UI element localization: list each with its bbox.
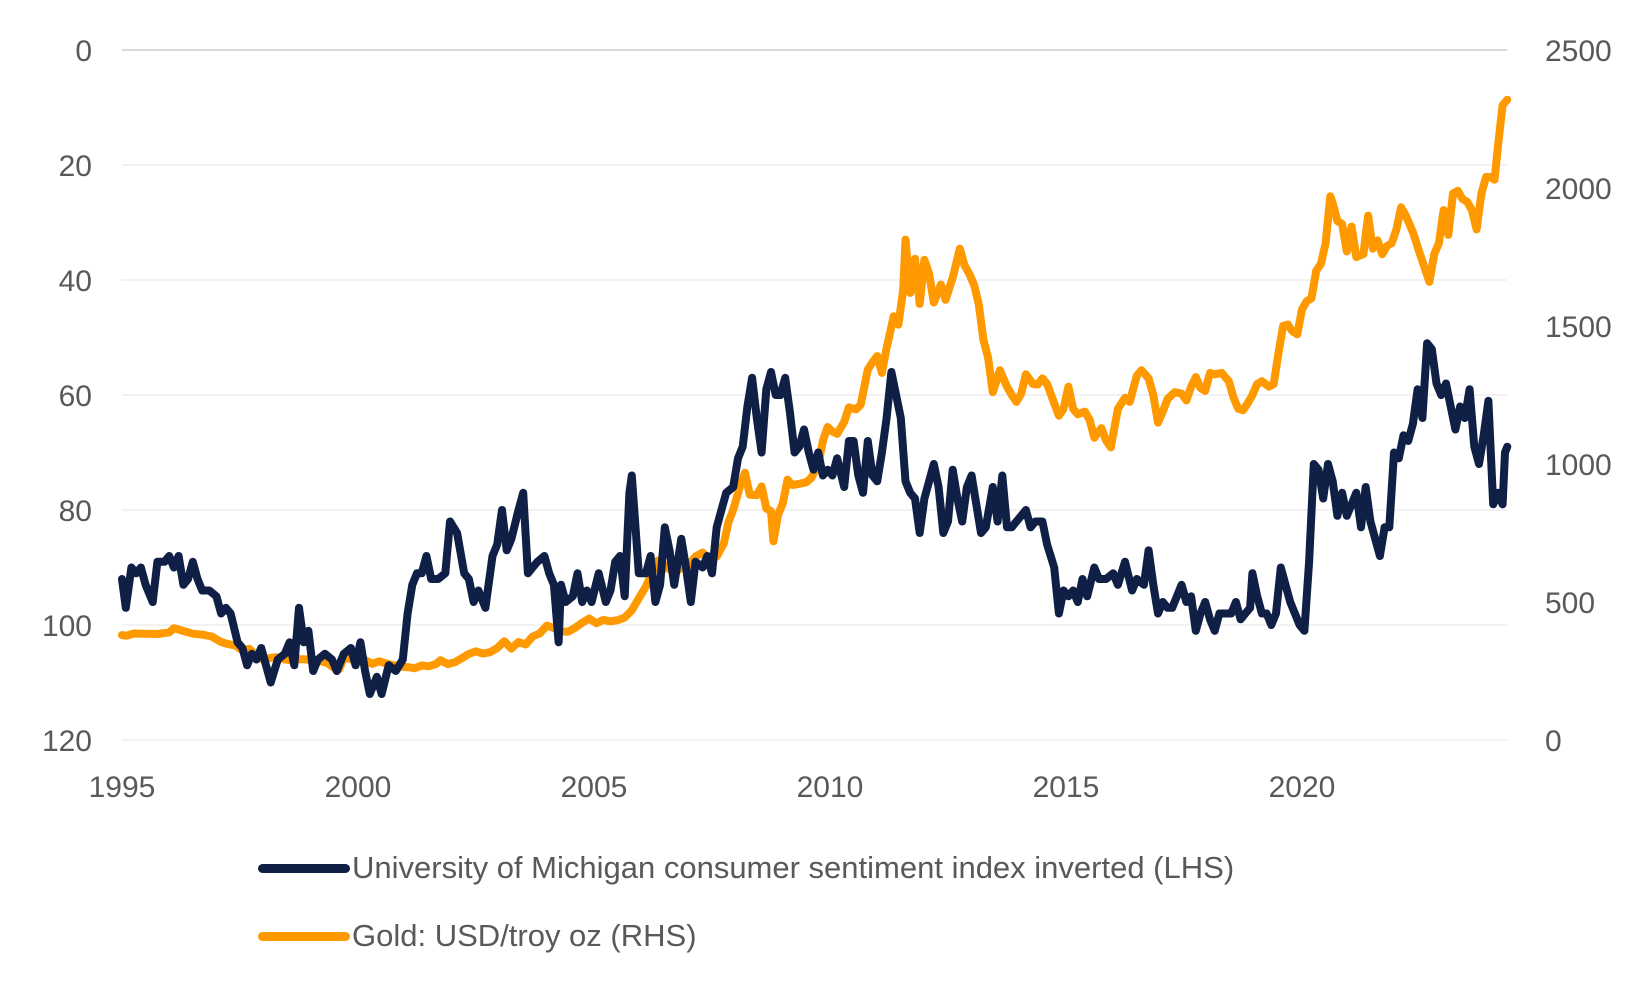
legend-item-gold: Gold: USD/troy oz (RHS) <box>258 918 697 954</box>
series-lines <box>118 95 1512 698</box>
right-tick-label: 2000 <box>1545 173 1612 206</box>
left-tick-label: 80 <box>59 495 92 528</box>
left-tick-label: 20 <box>59 150 92 183</box>
legend-label-sentiment: University of Michigan consumer sentimen… <box>352 850 1235 885</box>
x-tick-label: 2015 <box>1033 771 1100 804</box>
legend-swatch-sentiment <box>258 863 350 873</box>
x-tick-label: 2000 <box>325 771 392 804</box>
legend-label-gold: Gold: USD/troy oz (RHS) <box>352 918 697 953</box>
gridlines <box>122 49 1507 741</box>
left-tick-label: 100 <box>42 610 92 643</box>
left-tick-label: 0 <box>75 35 92 68</box>
left-y-axis: 0 20 40 60 80 100 120 <box>42 35 92 758</box>
x-tick-label: 2010 <box>797 771 864 804</box>
right-y-axis: 0 500 1000 1500 2000 2500 <box>1545 35 1612 758</box>
sentiment-line <box>118 339 1512 698</box>
x-tick-label: 2020 <box>1269 771 1336 804</box>
right-tick-label: 500 <box>1545 587 1595 620</box>
left-tick-label: 40 <box>59 265 92 298</box>
x-tick-label: 2005 <box>561 771 628 804</box>
legend-item-sentiment: University of Michigan consumer sentimen… <box>258 850 1234 886</box>
x-axis: 1995 2000 2005 2010 2015 2020 <box>89 771 1336 804</box>
right-tick-label: 1500 <box>1545 311 1612 344</box>
gold-line <box>118 95 1512 674</box>
legend-swatch-gold <box>258 931 350 941</box>
left-tick-label: 120 <box>42 725 92 758</box>
right-tick-label: 0 <box>1545 725 1562 758</box>
left-tick-label: 60 <box>59 380 92 413</box>
x-tick-label: 1995 <box>89 771 156 804</box>
right-tick-label: 1000 <box>1545 449 1612 482</box>
right-tick-label: 2500 <box>1545 35 1612 68</box>
